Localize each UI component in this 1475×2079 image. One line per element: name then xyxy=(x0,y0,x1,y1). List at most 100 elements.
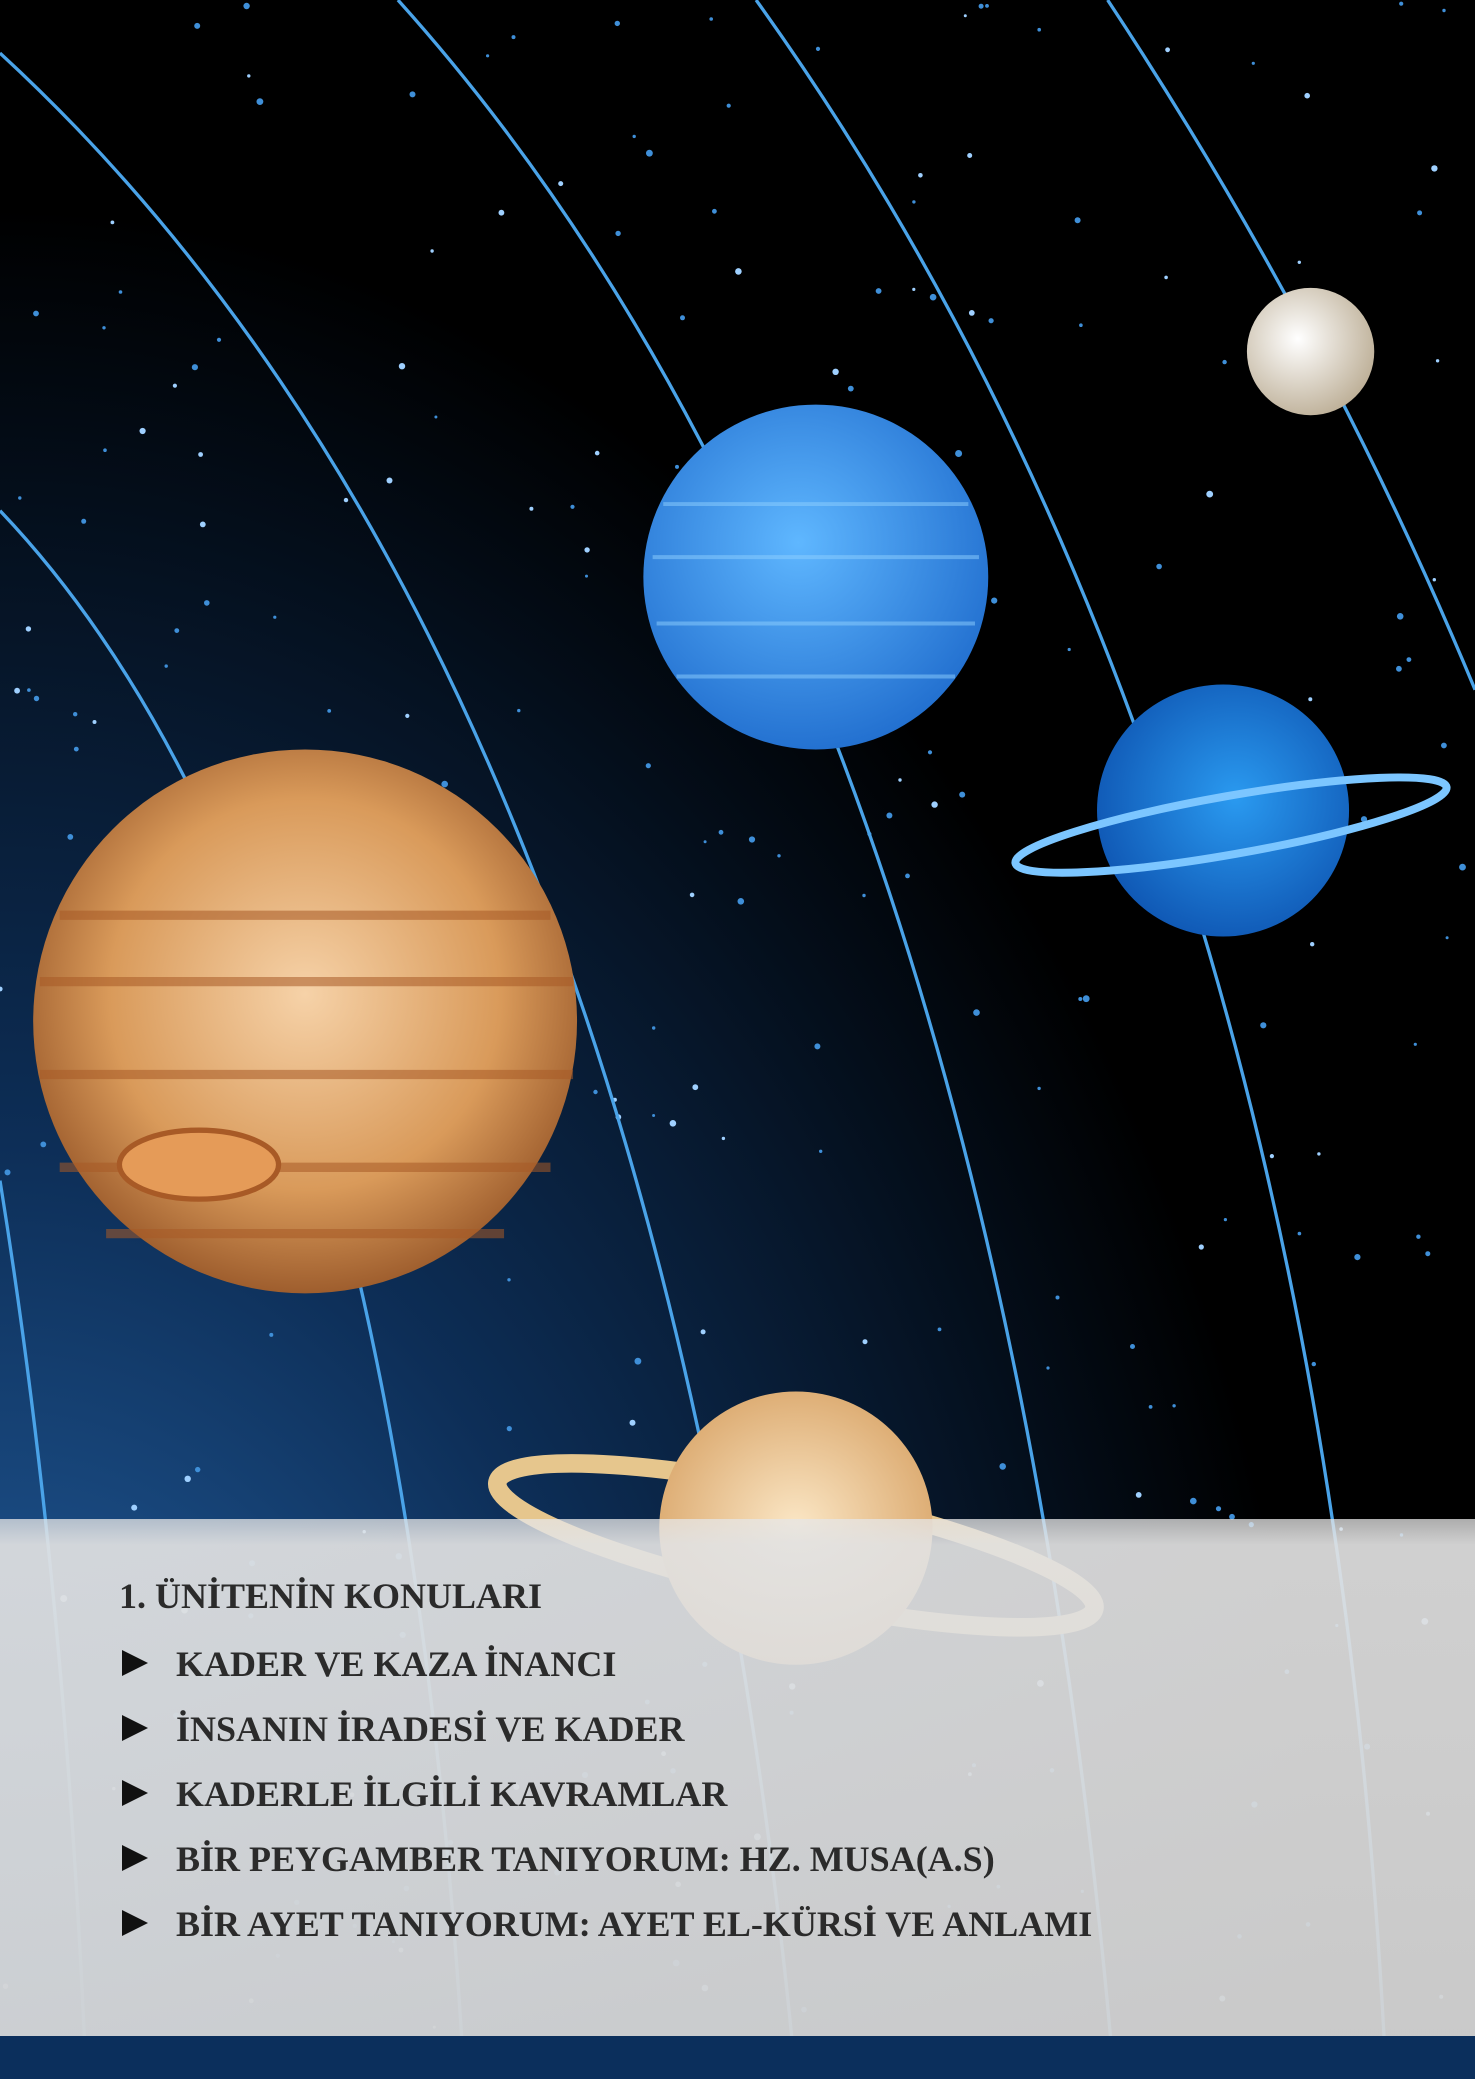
star xyxy=(1078,997,1083,1001)
star xyxy=(40,1141,47,1148)
neptune xyxy=(643,404,989,750)
star xyxy=(875,288,882,294)
star xyxy=(1459,863,1466,871)
star xyxy=(862,893,866,898)
star xyxy=(67,834,74,840)
star xyxy=(999,1463,1006,1470)
star xyxy=(1416,1234,1421,1239)
star xyxy=(1308,697,1313,702)
star xyxy=(570,504,575,509)
moon xyxy=(1246,287,1375,416)
star xyxy=(615,230,621,237)
star xyxy=(718,829,724,835)
star xyxy=(1311,1361,1317,1367)
star xyxy=(1442,8,1446,13)
star xyxy=(1156,563,1162,570)
star xyxy=(985,4,989,8)
star xyxy=(735,268,742,275)
star xyxy=(1297,1231,1302,1236)
topic: İNSANIN İRADESİ VE KADER xyxy=(176,1709,685,1749)
star xyxy=(898,778,902,782)
bullet xyxy=(122,1780,148,1806)
star xyxy=(247,74,251,78)
star xyxy=(164,664,168,668)
star xyxy=(1441,742,1447,749)
star xyxy=(675,464,679,469)
star xyxy=(398,363,406,370)
star xyxy=(1172,1404,1176,1408)
star xyxy=(269,1332,274,1337)
star xyxy=(498,209,505,216)
star xyxy=(1223,1218,1227,1222)
star xyxy=(1198,1244,1204,1250)
star xyxy=(1413,1042,1417,1046)
star xyxy=(1148,1405,1153,1409)
star xyxy=(703,840,707,844)
star xyxy=(216,337,222,342)
star xyxy=(634,1357,642,1365)
star xyxy=(195,1466,201,1473)
star xyxy=(819,1149,823,1154)
bottom-band xyxy=(0,2036,1475,2079)
star xyxy=(709,17,713,21)
star xyxy=(968,310,975,316)
star xyxy=(174,628,180,633)
star xyxy=(748,836,756,843)
jupiter xyxy=(33,749,578,1294)
star xyxy=(1406,657,1412,662)
star xyxy=(1055,1295,1060,1300)
star xyxy=(243,2,250,10)
star xyxy=(27,688,31,692)
star xyxy=(692,1084,699,1091)
star xyxy=(726,103,731,108)
star xyxy=(593,1089,598,1095)
text-panel xyxy=(0,1519,1475,2036)
star xyxy=(0,986,3,992)
star xyxy=(912,200,916,204)
star xyxy=(862,1339,868,1345)
star xyxy=(978,3,984,9)
star xyxy=(386,477,393,484)
star xyxy=(1425,1251,1431,1257)
topic: BİR PEYGAMBER TANIYORUM: HZ. MUSA(A.S) xyxy=(176,1839,995,1879)
bullet xyxy=(122,1650,148,1676)
star xyxy=(1251,61,1255,65)
star xyxy=(1079,323,1083,328)
star xyxy=(963,14,967,18)
star xyxy=(430,249,434,253)
star xyxy=(614,20,620,27)
star xyxy=(777,854,781,858)
star xyxy=(1074,217,1081,224)
star xyxy=(1222,359,1227,365)
star xyxy=(184,1475,191,1483)
star xyxy=(918,173,923,178)
star xyxy=(517,708,521,713)
star xyxy=(1135,1492,1142,1498)
star xyxy=(33,695,40,702)
star xyxy=(1396,665,1402,672)
star xyxy=(1260,1022,1267,1029)
star xyxy=(81,518,87,524)
star xyxy=(584,547,590,553)
star xyxy=(1130,1344,1135,1349)
uranus xyxy=(1097,684,1350,937)
star xyxy=(912,287,916,291)
star xyxy=(1354,1254,1361,1261)
star xyxy=(507,1278,511,1282)
star xyxy=(409,91,416,98)
star xyxy=(632,134,636,139)
bullet xyxy=(122,1910,148,1936)
star xyxy=(1037,27,1041,32)
star xyxy=(1082,995,1090,1003)
star xyxy=(327,709,332,713)
star xyxy=(405,713,410,719)
star xyxy=(594,450,600,456)
star xyxy=(1445,936,1449,940)
star xyxy=(441,780,449,788)
star xyxy=(273,615,277,619)
topic: KADERLE İLGİLİ KAVRAMLAR xyxy=(176,1774,728,1814)
star xyxy=(1360,816,1368,823)
topic: BİR AYET TANIYORUM: AYET EL-KÜRSİ VE ANL… xyxy=(176,1904,1093,1944)
star xyxy=(1164,275,1168,280)
star xyxy=(652,1114,656,1117)
